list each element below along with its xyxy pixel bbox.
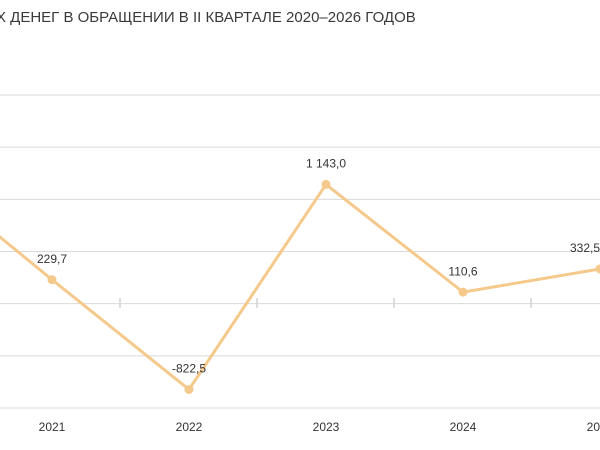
line <box>0 182 600 391</box>
data-label: 1 143,0 <box>306 157 346 171</box>
point <box>458 287 468 297</box>
axis-ticks <box>119 298 532 308</box>
point <box>595 264 600 274</box>
point <box>47 275 57 285</box>
x-tick-label: 2023 <box>313 420 340 434</box>
x-tick-label: 2021 <box>39 420 66 434</box>
x-tick-label: 2025 <box>587 420 600 434</box>
x-tick-label: 2024 <box>450 420 477 434</box>
point <box>184 384 194 394</box>
point <box>321 179 331 189</box>
data-label: 332,5 <box>570 241 600 255</box>
chart-title: Х ДЕНЕГ В ОБРАЩЕНИИ В II КВАРТАЛЕ 2020–2… <box>0 9 416 26</box>
data-label: -822,5 <box>172 362 206 376</box>
data-label: 110,6 <box>448 264 477 278</box>
data-label: 229,7 <box>37 252 67 266</box>
x-tick-label: 2022 <box>176 420 203 434</box>
